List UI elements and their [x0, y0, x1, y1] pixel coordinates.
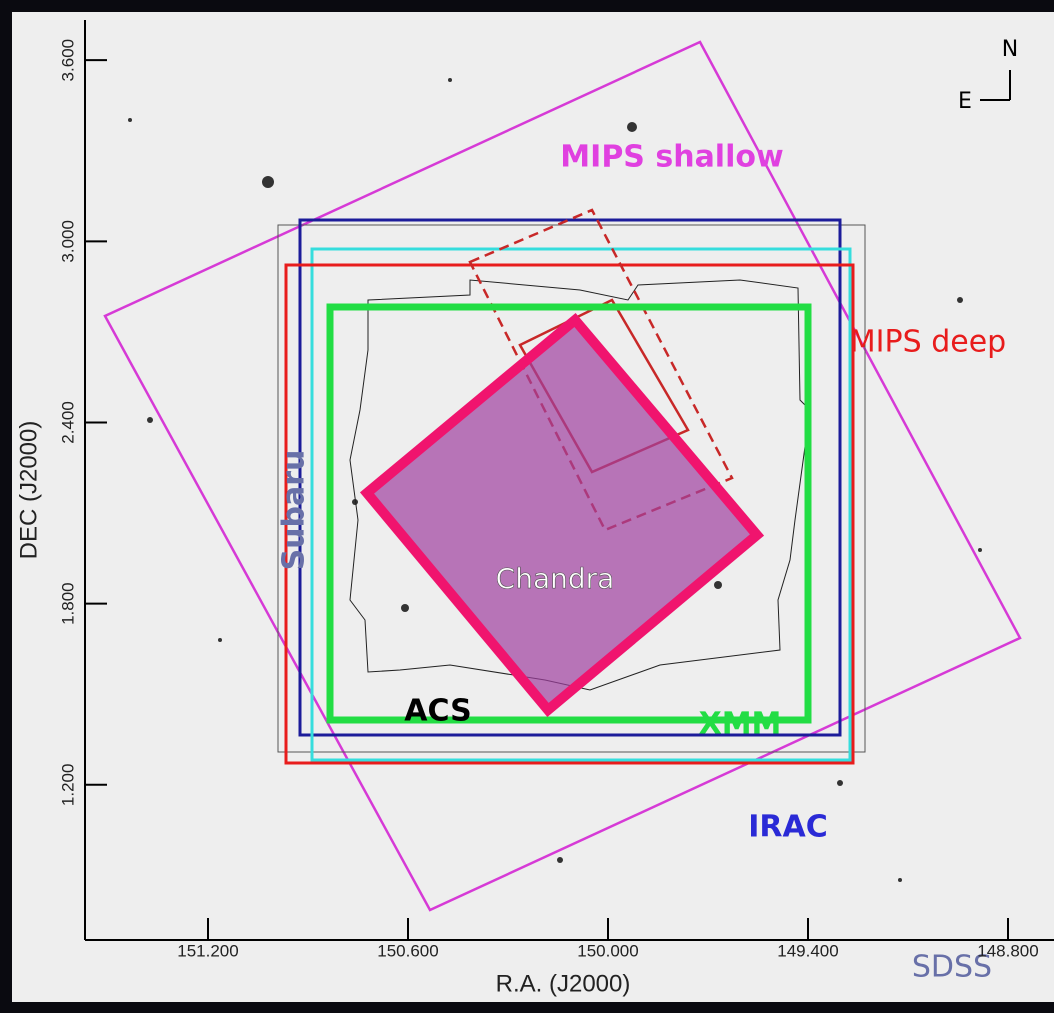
y-tick-label: 1.800	[58, 582, 77, 625]
sdss-label: SDSS	[912, 950, 992, 985]
irac-label: IRAC	[748, 810, 828, 845]
y-tick-label: 3.000	[58, 220, 77, 263]
compass	[980, 70, 1011, 101]
subaru-footprint	[310, 247, 852, 762]
compass-east: E	[958, 89, 972, 114]
x-tick-label: 150.000	[577, 941, 638, 960]
stars	[128, 78, 982, 882]
y-axis-title: DEC (J2000)	[15, 421, 42, 560]
acs-footprint	[349, 279, 811, 691]
acs-label: ACS	[404, 694, 471, 729]
xmm-label: XMM	[699, 707, 782, 742]
x-tick-label: 150.600	[377, 941, 438, 960]
y-tick-label: 1.200	[58, 764, 77, 807]
irac-footprint	[298, 218, 842, 737]
subaru-label: Subaru	[277, 450, 312, 571]
mips-deep-label: MIPS deep	[850, 325, 1006, 360]
x-tick-label: 148.800	[977, 941, 1038, 960]
x-tick-label: 149.400	[777, 941, 838, 960]
acs-frame	[277, 224, 866, 753]
xmm-footprint	[326, 303, 812, 724]
chandra-footprint	[359, 312, 765, 718]
mips-deep-footprint	[284, 263, 855, 765]
x-tick-label: 151.200	[177, 941, 238, 960]
y-tick-label: 3.600	[58, 39, 77, 82]
y-tick-label: 2.400	[58, 401, 77, 444]
x-axis-title: R.A. (J2000)	[496, 970, 631, 997]
chandra-label: Chandra	[496, 562, 615, 595]
mips-shallow-label: MIPS shallow	[560, 140, 783, 175]
compass-north: N	[1002, 37, 1018, 62]
